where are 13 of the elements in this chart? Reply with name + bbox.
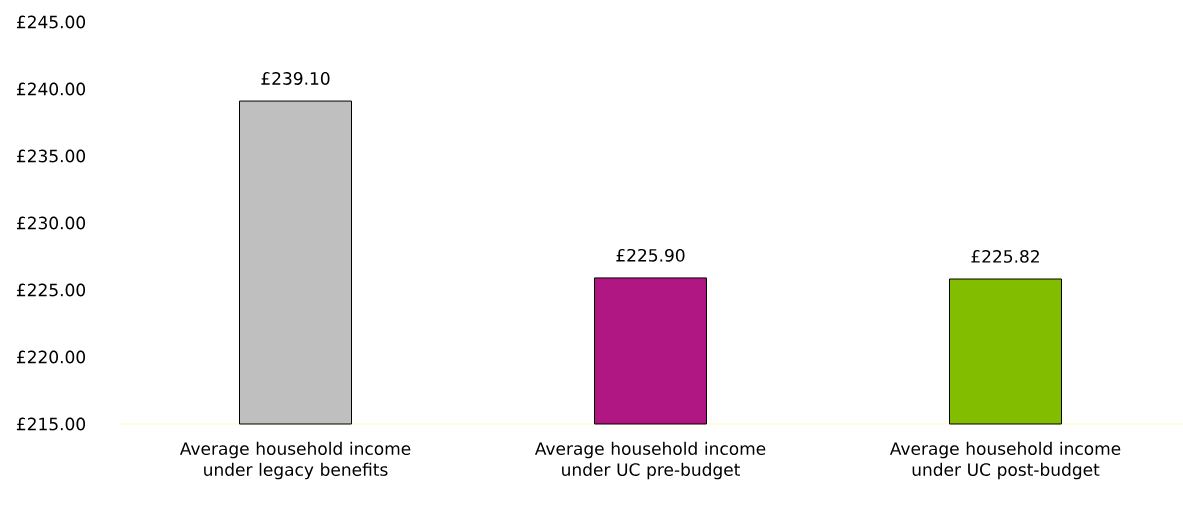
- y-tick-label: £245.00: [16, 15, 86, 29]
- y-tick-label: £230.00: [16, 216, 86, 230]
- data-label: £225.82: [971, 249, 1039, 263]
- data-label: £239.10: [261, 72, 330, 85]
- x-tick-label: Average household income under UC post-budget: [889, 441, 1121, 480]
- y-tick-label: £240.00: [16, 82, 86, 96]
- y-tick-label: £215.00: [16, 417, 86, 431]
- x-tick-label: Average household income under legacy benefits: [179, 441, 411, 480]
- y-tick-label: £225.00: [16, 283, 86, 297]
- y-tick-label: £220.00: [16, 350, 86, 364]
- y-tick-label: £235.00: [16, 149, 86, 163]
- x-tick-label: Average household income under UC pre-budget: [534, 441, 766, 480]
- data-label: £225.90: [616, 248, 685, 262]
